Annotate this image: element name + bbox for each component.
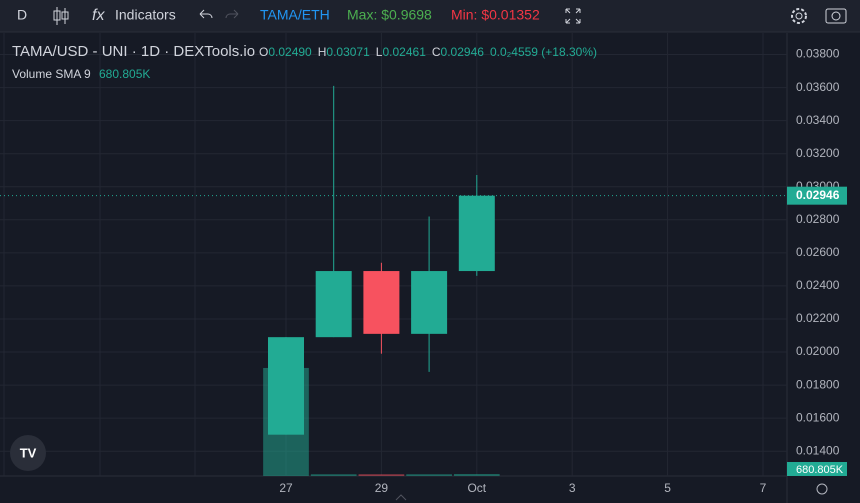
legend-value: 0.03071 <box>326 45 370 59</box>
x-tick-label: 3 <box>569 481 576 495</box>
y-tick-label: 0.03600 <box>796 80 840 94</box>
y-tick-label: 0.01600 <box>796 410 840 424</box>
volume-bar <box>358 474 405 476</box>
fullscreen[interactable] <box>565 8 581 24</box>
y-tick-label: 0.03800 <box>796 47 840 61</box>
svg-text:TV: TV <box>20 445 37 460</box>
undo[interactable] <box>199 9 213 19</box>
volume-bar <box>310 474 357 476</box>
settings-core <box>795 12 803 20</box>
y-tick-label: 0.02400 <box>796 278 840 292</box>
x-tick-label: 27 <box>279 481 293 495</box>
legend-change: 0.0₂4559 (+18.30%) <box>490 45 597 59</box>
candle-body <box>268 337 304 435</box>
y-tick-label: 0.01400 <box>796 443 840 457</box>
volume-name: Volume SMA 9 <box>12 67 91 81</box>
y-tick-label: 0.03200 <box>796 146 840 160</box>
x-tick-label: Oct <box>467 481 486 495</box>
legend-value: 0.02461 <box>382 45 426 59</box>
left-grid <box>3 33 196 476</box>
candle-body <box>363 271 400 334</box>
legend-key: O <box>259 45 268 59</box>
candle-icon[interactable] <box>53 7 69 25</box>
axis-settings[interactable] <box>816 483 828 495</box>
ohlc-legend: O0.02490 H0.03071 L0.02461 C0.02946 0.0₂4559… <box>259 45 597 59</box>
legend-key: C <box>432 45 441 59</box>
y-tick-label: 0.01800 <box>796 377 840 391</box>
tv-logo[interactable]: TV <box>10 435 46 471</box>
pair[interactable]: TAMA/ETH <box>260 7 330 23</box>
max: Max: $0.9698 <box>347 7 432 23</box>
y-tick-label: 0.02800 <box>796 212 840 226</box>
x-tick-label: 7 <box>760 481 767 495</box>
legend-value: 0.02946 <box>441 45 485 59</box>
chart-title: TAMA/USD - UNI · 1D · DEXTools.io <box>12 43 255 60</box>
y-tick-label: 0.02000 <box>796 344 840 358</box>
last-price-label-bg <box>787 186 847 205</box>
volume-axis-label-bg <box>787 462 847 476</box>
last-price-label: 0.02946 <box>796 188 840 202</box>
y-tick-label: 0.02600 <box>796 245 840 259</box>
candle-body <box>458 195 495 272</box>
volume-bar <box>453 474 500 476</box>
toolbar <box>0 0 860 32</box>
fx-icon[interactable]: fx <box>92 7 105 24</box>
volume-axis-label: 680.805K <box>796 464 844 476</box>
x-tick-label: 29 <box>375 481 389 495</box>
candle-body <box>315 271 352 338</box>
candle-body <box>411 271 448 334</box>
y-tick-label: 0.03400 <box>796 113 840 127</box>
interval[interactable]: D <box>17 7 27 23</box>
x-tick-label: 5 <box>664 481 671 495</box>
screenshot[interactable] <box>825 8 847 24</box>
scroll-up[interactable] <box>395 494 407 501</box>
redo[interactable] <box>225 9 239 19</box>
legend-value: 0.02490 <box>268 45 312 59</box>
volume-bar <box>406 474 452 476</box>
volume-value: 680.805K <box>99 67 150 81</box>
indicators-button[interactable]: Indicators <box>115 7 176 23</box>
settings[interactable] <box>791 8 807 24</box>
legend-key: H <box>318 45 327 59</box>
screenshot-lens <box>831 11 841 21</box>
legend-key: L <box>376 45 383 59</box>
y-tick-label: 0.02200 <box>796 311 840 325</box>
min: Min: $0.01352 <box>451 7 540 23</box>
